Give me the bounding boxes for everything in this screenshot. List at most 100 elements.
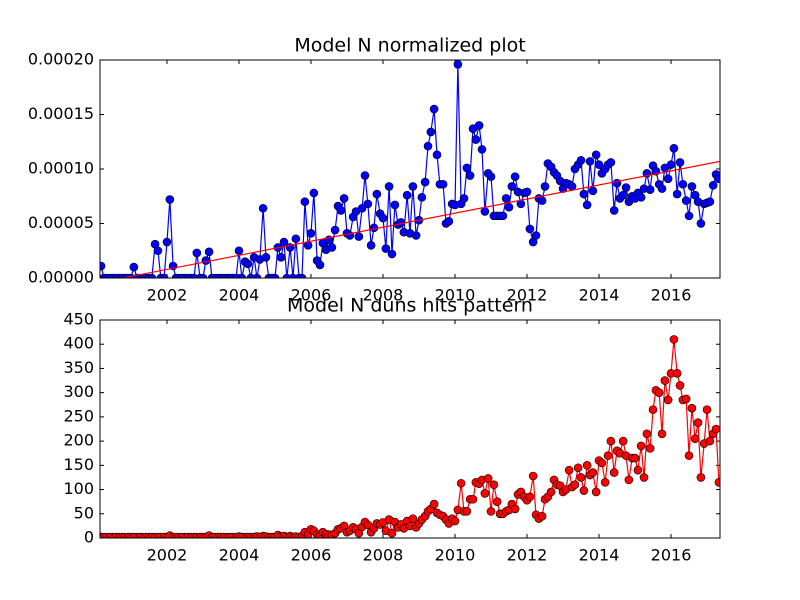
point: [423, 141, 433, 151]
point: [390, 200, 400, 210]
point: [465, 171, 475, 180]
point: [492, 497, 502, 506]
point: [510, 172, 520, 181]
point: [564, 465, 574, 475]
point: [234, 246, 244, 256]
y-tick-label: 300: [63, 382, 94, 401]
point: [477, 145, 487, 154]
point: [618, 190, 628, 200]
x-tick-label: 2002: [147, 546, 188, 565]
point: [258, 203, 268, 213]
point: [363, 199, 373, 209]
point: [507, 182, 517, 191]
point: [198, 273, 208, 278]
point: [585, 157, 595, 166]
point: [672, 368, 682, 378]
point: [705, 436, 715, 446]
subplot: Model N duns hits pattern 0 50 100 150 200 250…: [63, 295, 721, 565]
point: [528, 471, 538, 481]
point: [462, 163, 472, 173]
point: [306, 229, 316, 238]
y-tick-label: 150: [63, 455, 94, 474]
point: [417, 193, 427, 202]
x-tick-label: 2012: [507, 546, 548, 565]
point: [588, 186, 598, 196]
plot-area: [100, 335, 720, 538]
point: [100, 261, 106, 271]
point: [276, 252, 286, 262]
point: [360, 171, 370, 180]
y-tick-label: 0.00015: [28, 104, 94, 123]
point: [291, 234, 301, 244]
plot-area: [100, 60, 720, 278]
point: [387, 249, 397, 259]
point: [573, 463, 583, 473]
point: [159, 273, 169, 278]
point: [402, 190, 412, 200]
point: [456, 478, 466, 488]
x-tick-label: 2012: [507, 286, 548, 305]
point: [663, 395, 673, 405]
point: [591, 487, 601, 497]
y-tick-label: 250: [63, 406, 94, 425]
y-tick-label: 50: [74, 503, 94, 522]
point: [444, 217, 454, 226]
point: [501, 194, 511, 203]
point: [624, 475, 634, 485]
point: [666, 160, 676, 169]
point: [708, 181, 718, 190]
point: [657, 429, 667, 439]
point: [657, 184, 667, 193]
point: [600, 477, 610, 487]
point: [609, 206, 619, 215]
x-tick-label: 2004: [219, 286, 260, 305]
y-tick-label: 0.00020: [28, 50, 94, 69]
point: [618, 436, 628, 446]
point: [483, 474, 493, 483]
chart-title: Model N normalized plot: [294, 35, 525, 57]
point: [504, 202, 514, 212]
point: [429, 104, 439, 114]
point: [438, 179, 448, 189]
point: [639, 473, 649, 482]
point: [453, 60, 463, 69]
point: [480, 489, 490, 498]
point: [714, 477, 720, 487]
point: [147, 273, 157, 278]
point: [300, 197, 310, 206]
point: [201, 256, 211, 265]
point: [204, 247, 214, 257]
x-tick-label: 2002: [147, 286, 188, 305]
point: [684, 451, 694, 460]
y-tick-label: 450: [63, 310, 94, 329]
series-line: [100, 64, 720, 278]
point: [378, 213, 388, 223]
point: [582, 200, 592, 210]
point: [711, 424, 720, 434]
point: [480, 207, 490, 216]
point: [693, 418, 703, 428]
series-line: [119, 160, 720, 278]
x-tick-label: 2014: [579, 546, 620, 565]
point: [327, 243, 337, 252]
point: [576, 155, 586, 165]
point: [510, 504, 520, 514]
x-tick-label: 2006: [291, 546, 332, 565]
x-tick-label: 2008: [363, 286, 404, 305]
x-tick-label: 2010: [435, 546, 476, 565]
point: [525, 224, 535, 234]
point: [309, 188, 319, 198]
y-tick-label: 0.00010: [28, 159, 94, 178]
point: [636, 441, 646, 451]
y-tick-label: 200: [63, 431, 94, 450]
point: [633, 465, 643, 475]
point: [675, 158, 685, 167]
point: [630, 453, 640, 463]
y-tick-label: 0: [84, 528, 94, 547]
point: [339, 194, 349, 203]
point: [591, 150, 601, 160]
y-tick-label: 400: [63, 334, 94, 353]
x-tick-label: 2016: [651, 546, 692, 565]
x-tick-label: 2008: [363, 546, 404, 565]
